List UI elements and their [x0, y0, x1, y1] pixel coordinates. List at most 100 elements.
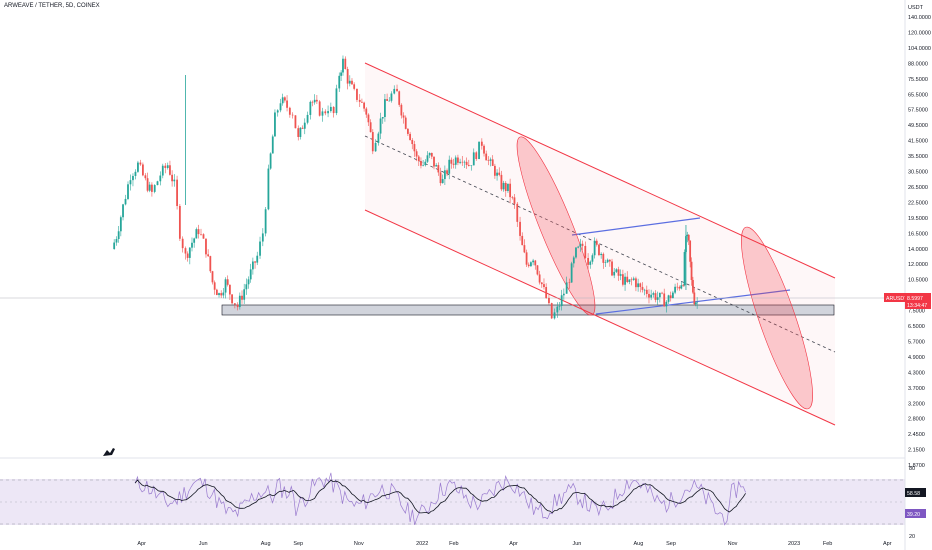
- candle-body: [511, 197, 514, 198]
- candle-body: [608, 259, 611, 262]
- candle-body: [181, 238, 184, 249]
- candle-body: [422, 165, 425, 166]
- candle-body: [400, 104, 403, 116]
- candle-body: [171, 174, 174, 182]
- candle-body: [153, 185, 156, 192]
- candle-body: [390, 93, 393, 101]
- candle-body: [139, 162, 142, 165]
- candle-body: [676, 286, 679, 288]
- candle-body: [379, 118, 382, 134]
- candle-body: [215, 289, 218, 296]
- time-axis-label: Nov: [728, 541, 738, 547]
- candle-body: [315, 99, 318, 102]
- price-axis-label: 1.8700: [908, 463, 925, 469]
- candle-body: [587, 258, 589, 265]
- candle-body: [137, 162, 139, 172]
- candle-body: [381, 116, 384, 119]
- candle-body: [674, 286, 676, 293]
- candle-body: [461, 161, 464, 163]
- time-axis-label: Apr: [509, 541, 518, 547]
- candle-body: [530, 262, 532, 267]
- rsi-value-tag: 58.58: [905, 488, 926, 497]
- candle-body: [672, 292, 674, 299]
- candle-body: [281, 97, 284, 104]
- last-price-symbol: ARUSDT: [886, 296, 908, 302]
- candle-body: [606, 259, 609, 263]
- candle-body: [643, 289, 646, 291]
- candle-body: [269, 153, 272, 169]
- candle-body: [226, 279, 229, 285]
- candle-body: [687, 234, 690, 241]
- candle-body: [148, 184, 151, 191]
- candle-body: [259, 241, 261, 256]
- candle-body: [417, 156, 420, 162]
- candle-body: [303, 122, 306, 129]
- candle-body: [202, 234, 205, 239]
- price-axis-label: 57.5000: [908, 108, 928, 114]
- price-axis-label: 4.9000: [908, 355, 925, 361]
- candle-body: [572, 257, 575, 264]
- candle-body: [413, 144, 416, 152]
- candle-body: [602, 253, 605, 263]
- candle-body: [291, 114, 294, 116]
- candle-body: [211, 271, 214, 283]
- candle-body: [342, 58, 344, 73]
- candle-body: [654, 293, 657, 300]
- rsi-layer: [134, 472, 746, 526]
- candle-body: [173, 179, 176, 182]
- candle-body: [411, 140, 414, 145]
- candle-body: [119, 217, 122, 232]
- candle-body: [459, 161, 461, 163]
- candle-body: [134, 171, 137, 176]
- candle-body: [233, 303, 236, 305]
- candle-body: [540, 282, 543, 285]
- candle-body: [231, 294, 233, 304]
- candle-body: [491, 159, 494, 166]
- support-zone: [221, 304, 835, 316]
- price-axis-label: 16.5000: [908, 231, 928, 237]
- time-axis-label: Apr: [137, 541, 146, 547]
- rsi-ma-line: [134, 479, 746, 514]
- candle-body: [197, 229, 200, 235]
- candle-body: [420, 161, 422, 166]
- candle-body: [513, 197, 516, 204]
- candle-body: [146, 178, 149, 191]
- candle-body: [678, 287, 681, 289]
- candle-body: [361, 101, 363, 103]
- candle-body: [371, 132, 374, 152]
- candle-body: [127, 184, 129, 199]
- candle-body: [487, 160, 490, 161]
- candle-body: [452, 163, 455, 165]
- candle-body: [617, 269, 620, 276]
- candle-body: [632, 278, 635, 280]
- candle-body: [274, 112, 276, 137]
- channel-mid-line: [364, 135, 836, 353]
- candle-body: [124, 198, 127, 205]
- candle-body: [340, 72, 343, 76]
- candle-body: [318, 101, 321, 116]
- candle-body: [611, 261, 613, 276]
- candle-body: [457, 157, 459, 163]
- candle-body: [579, 243, 582, 247]
- candle-body: [238, 295, 241, 308]
- candle-body: [115, 238, 118, 243]
- candle-body: [527, 264, 530, 267]
- candle-body: [169, 165, 171, 175]
- candle-body: [430, 152, 433, 157]
- candle-body: [117, 231, 120, 239]
- price-axis-label: 3.2000: [908, 401, 925, 407]
- candle-body: [409, 133, 411, 141]
- price-axis-label: 120.0000: [908, 30, 931, 36]
- candle-body: [188, 247, 191, 258]
- candle-body: [532, 260, 535, 263]
- candle-body: [396, 88, 398, 92]
- candle-body: [439, 172, 442, 184]
- candle-body: [433, 156, 435, 167]
- candle-body: [543, 284, 545, 288]
- candle-body: [251, 261, 254, 270]
- candles-layer: [113, 55, 699, 320]
- candle-body: [577, 246, 580, 248]
- time-axis-label: Feb: [823, 541, 832, 547]
- time-axis-label: Aug: [634, 541, 644, 547]
